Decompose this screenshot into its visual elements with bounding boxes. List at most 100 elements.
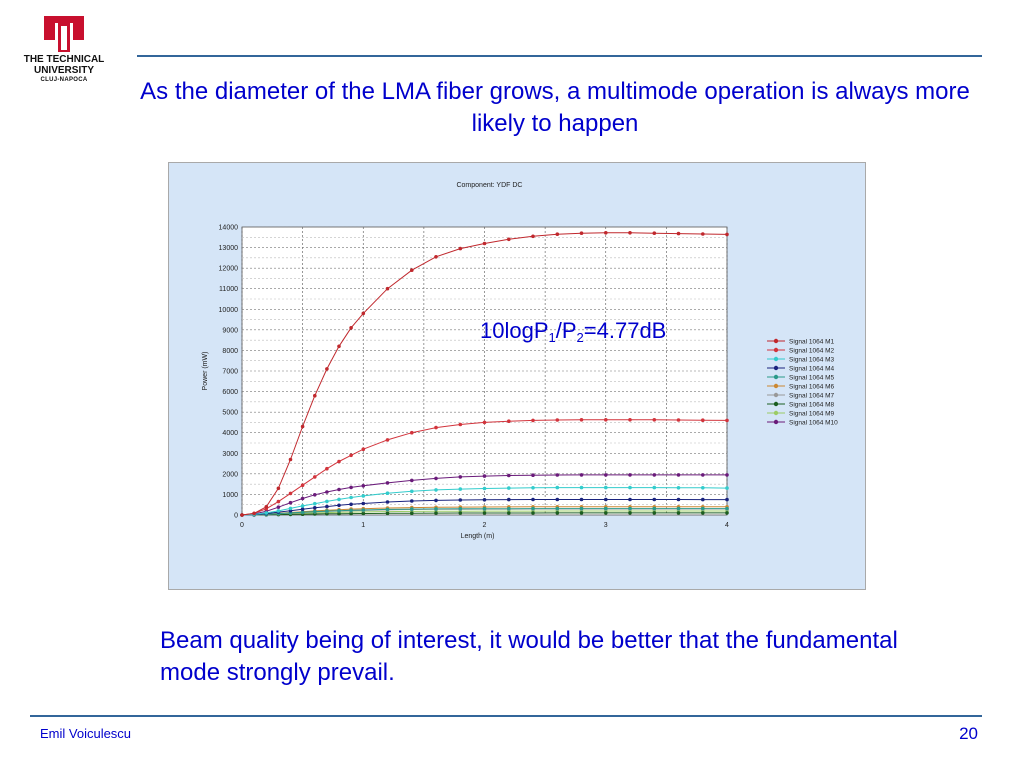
data-point	[579, 511, 584, 515]
legend-label: Signal 1064 M5	[789, 374, 835, 381]
data-point	[385, 500, 390, 504]
data-point	[410, 430, 414, 435]
data-point	[385, 481, 390, 485]
data-point	[458, 498, 463, 502]
x-tick-label: 3	[604, 522, 608, 529]
legend-label: Signal 1064 M9	[789, 410, 835, 417]
annotation-sub-1: 1	[548, 330, 556, 345]
data-point	[676, 231, 681, 236]
data-point	[288, 457, 293, 462]
legend-swatch-marker	[773, 392, 779, 398]
data-point	[410, 511, 414, 515]
legend-label: Signal 1064 M4	[789, 365, 835, 372]
data-point	[604, 485, 608, 490]
data-point	[701, 511, 705, 515]
annotation-suffix: =4.77dB	[583, 318, 667, 343]
data-point	[349, 502, 353, 507]
data-point	[555, 506, 560, 511]
data-point	[458, 487, 463, 491]
data-point	[507, 486, 511, 490]
data-point	[482, 486, 487, 491]
data-point	[604, 506, 608, 511]
legend-swatch-marker	[773, 374, 779, 380]
y-tick-label: 12000	[219, 266, 239, 273]
y-tick-label: 3000	[222, 451, 238, 458]
data-point	[676, 418, 681, 422]
data-point	[313, 393, 317, 398]
data-point	[628, 511, 632, 515]
data-point	[579, 231, 584, 235]
data-point	[434, 488, 438, 492]
data-point	[652, 497, 657, 502]
data-point	[276, 499, 281, 504]
data-point	[325, 499, 329, 504]
data-point	[349, 326, 353, 330]
data-point	[385, 511, 390, 516]
data-point	[652, 506, 657, 511]
university-emblem-icon	[44, 16, 84, 52]
data-point	[313, 506, 317, 510]
x-axis-label: Length (m)	[461, 533, 495, 540]
data-point	[385, 507, 390, 512]
legend-swatch-marker	[773, 383, 779, 389]
data-point	[701, 473, 705, 477]
logo-line-1: THE TECHNICAL	[23, 54, 105, 65]
data-point	[337, 344, 341, 349]
y-axis-label: Power (mW)	[202, 352, 209, 391]
x-tick-label: 4	[725, 522, 729, 529]
y-tick-label: 0	[234, 513, 238, 520]
data-point	[604, 511, 608, 515]
series-line	[241, 487, 728, 516]
legend-label: Signal 1064 M7	[789, 392, 835, 399]
data-point	[482, 511, 487, 515]
data-point	[579, 473, 584, 477]
data-point	[652, 485, 657, 490]
data-point	[628, 497, 632, 502]
data-point	[361, 501, 366, 506]
data-point	[507, 473, 511, 478]
data-point	[628, 473, 632, 477]
series-line	[241, 510, 727, 516]
data-point	[604, 473, 608, 477]
series-line	[241, 512, 727, 516]
top-divider	[137, 55, 982, 57]
data-point	[458, 422, 463, 427]
data-point	[482, 241, 487, 246]
data-point	[725, 486, 729, 490]
data-point	[507, 419, 511, 424]
data-point	[482, 506, 487, 511]
data-point	[434, 507, 438, 511]
data-point	[313, 501, 317, 506]
data-point	[385, 286, 390, 291]
data-point	[701, 506, 705, 511]
data-point	[676, 506, 681, 511]
legend-swatch-marker	[773, 347, 779, 353]
data-point	[652, 418, 657, 422]
legend-swatch-marker	[773, 338, 779, 344]
attenuation-annotation: 10logP1/P2=4.77dB	[480, 318, 666, 345]
logo-line-2: UNIVERSITY	[33, 65, 94, 76]
data-point	[276, 509, 281, 513]
data-point	[434, 425, 438, 430]
data-point	[652, 231, 657, 235]
data-point	[604, 418, 608, 422]
data-point	[434, 476, 438, 481]
data-point	[288, 491, 293, 496]
data-point	[652, 473, 657, 477]
data-point	[288, 506, 293, 511]
data-point	[604, 497, 608, 502]
data-point	[361, 311, 366, 316]
data-point	[300, 504, 305, 508]
data-point	[313, 475, 317, 479]
data-point	[725, 497, 729, 502]
legend-swatch-marker	[773, 365, 779, 371]
series-line	[241, 419, 728, 516]
data-point	[337, 508, 341, 513]
data-point	[458, 511, 463, 515]
y-tick-label: 5000	[222, 410, 238, 417]
data-point	[701, 486, 705, 490]
data-point	[361, 511, 366, 516]
chart-panel: Component: YDF DC 0 1000 2000 3000 4000 5000 60…	[168, 162, 866, 590]
data-point	[361, 447, 366, 452]
data-point	[531, 506, 535, 511]
